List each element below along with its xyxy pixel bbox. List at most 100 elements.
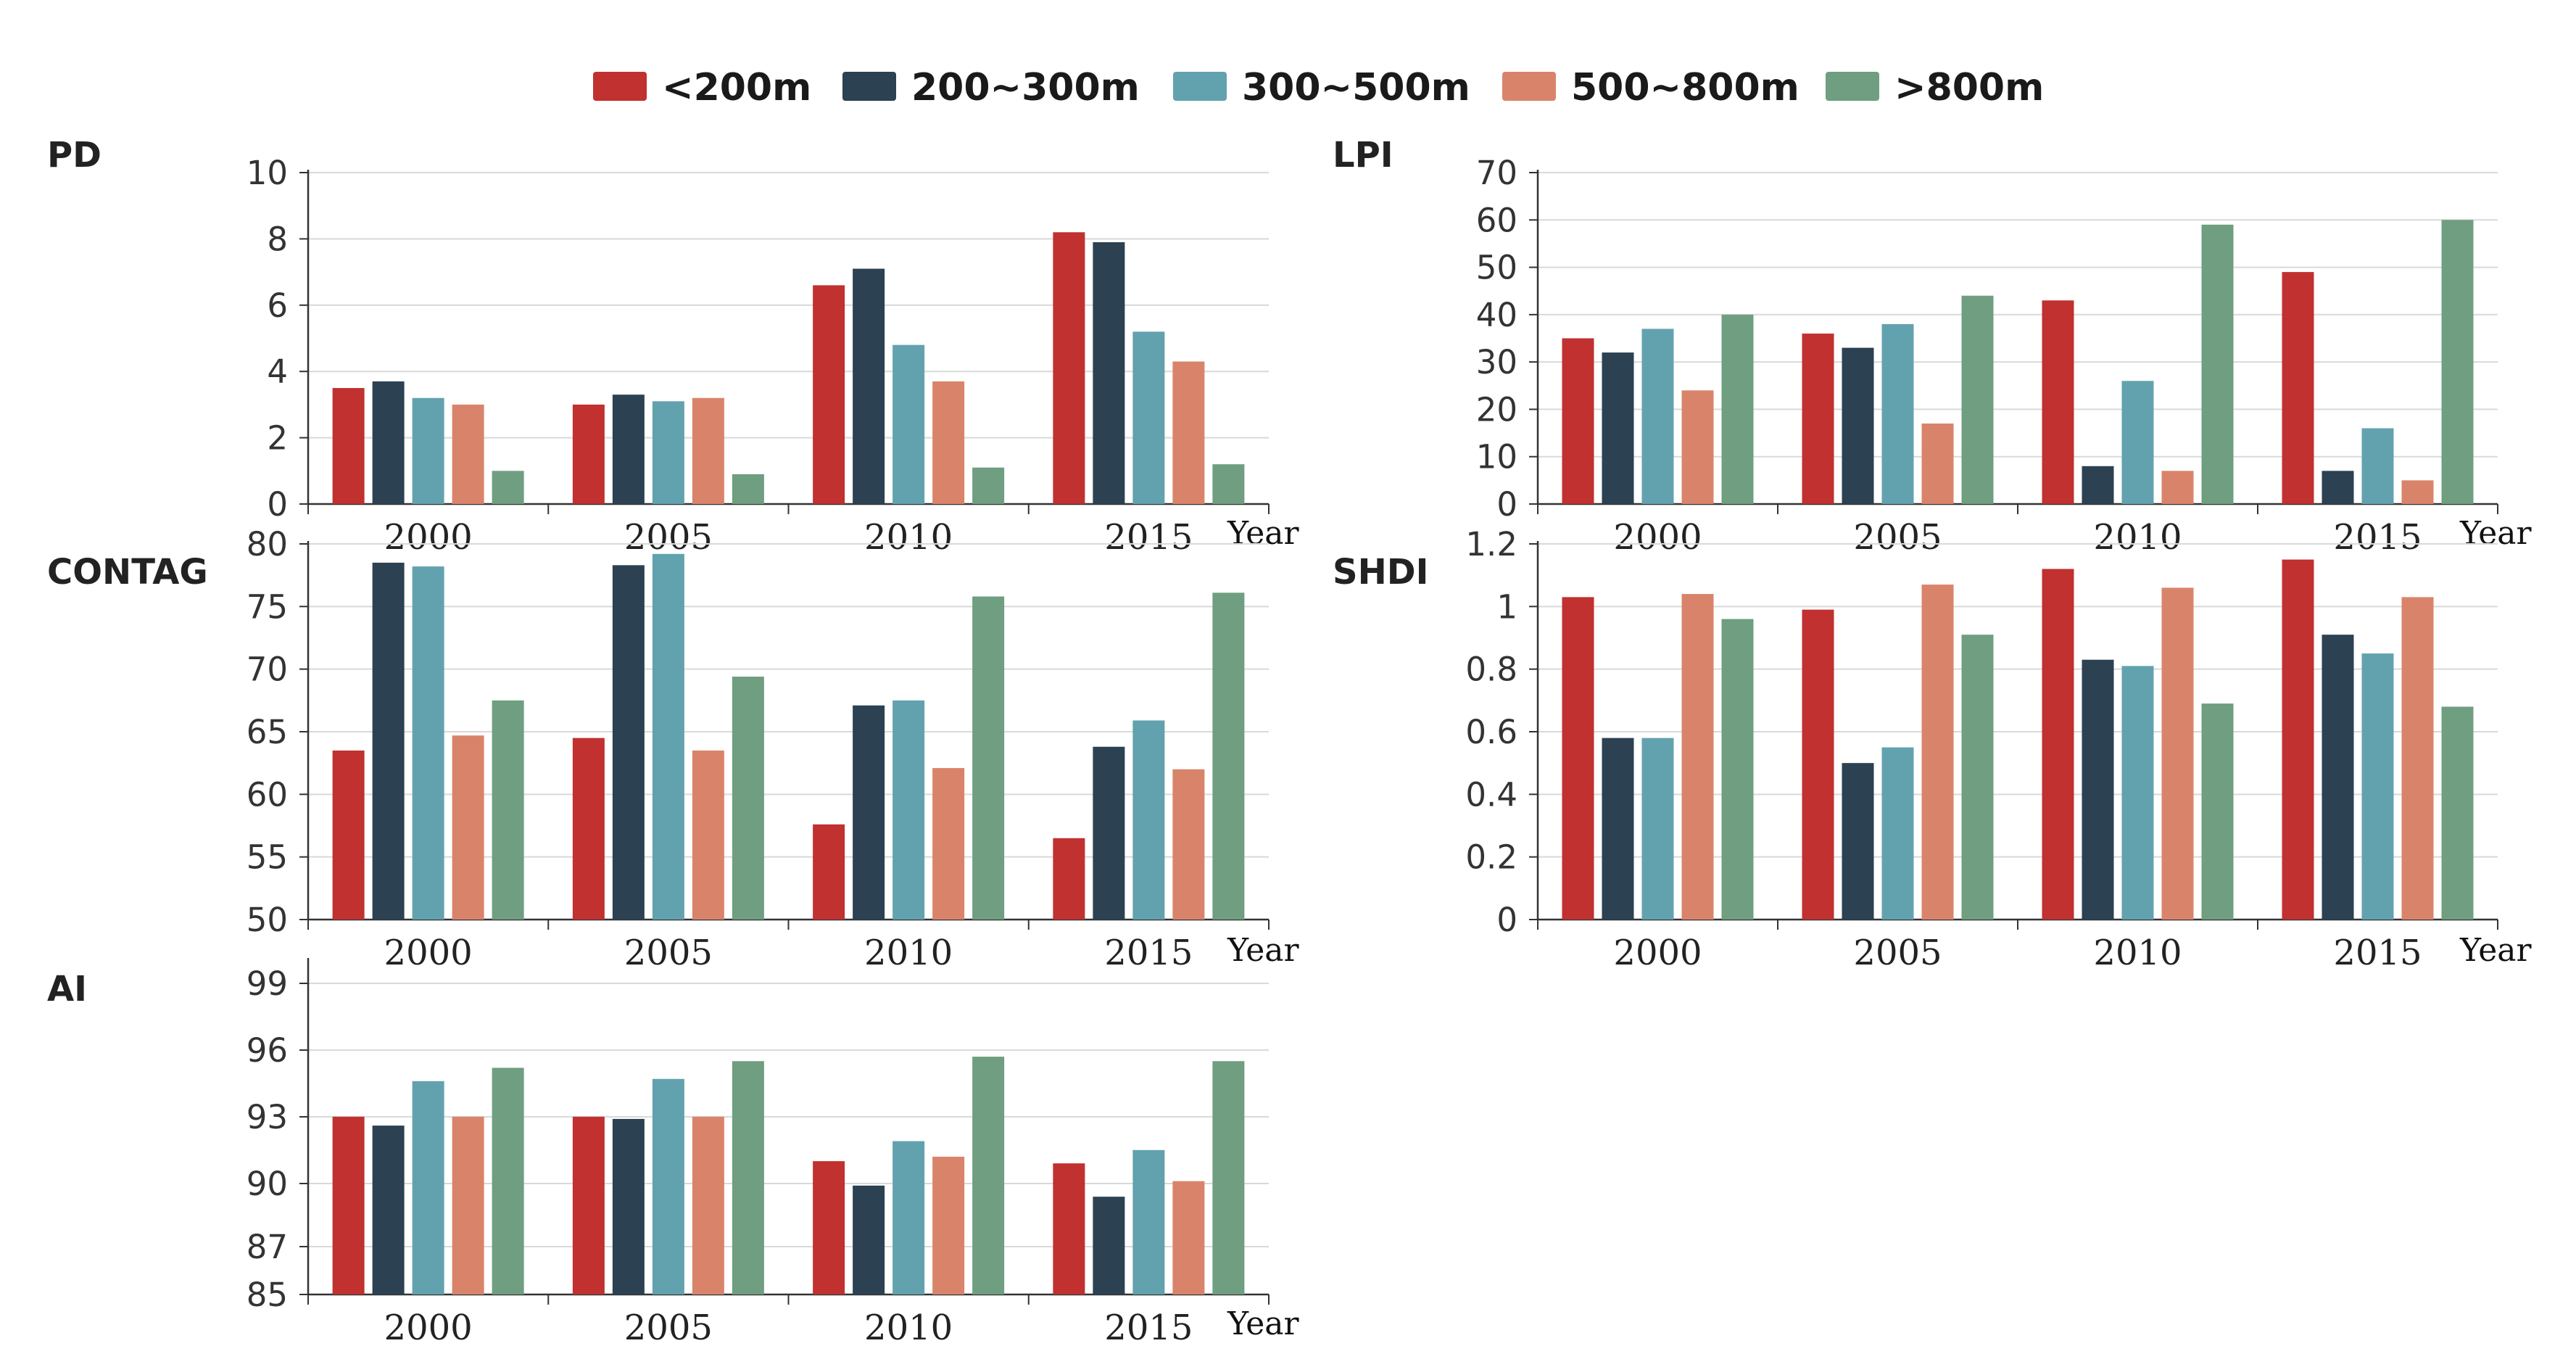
bar xyxy=(452,1116,484,1294)
bar xyxy=(372,562,405,920)
bar xyxy=(972,467,1005,504)
x-category-label: 2005 xyxy=(624,517,713,558)
bar xyxy=(1602,352,1634,504)
bar xyxy=(1132,331,1165,504)
x-axis-label: Year xyxy=(2459,932,2532,969)
y-tick-label: 0.4 xyxy=(1465,775,1517,814)
bar xyxy=(1842,347,1874,504)
y-tick-label: 8 xyxy=(267,220,288,258)
x-category-label: 2000 xyxy=(384,1308,473,1348)
y-tick-label: 99 xyxy=(247,965,288,1003)
bar xyxy=(1212,464,1245,504)
panel-title: AI xyxy=(47,969,87,1009)
bar xyxy=(1132,720,1165,920)
x-category-label: 2015 xyxy=(1104,1308,1193,1348)
bar xyxy=(652,553,684,920)
y-tick-label: 6 xyxy=(267,286,288,325)
panel-title: PD xyxy=(47,135,102,175)
x-axis-label: Year xyxy=(1227,515,1299,552)
x-category-label: 2005 xyxy=(1853,517,1942,558)
x-category-label: 2005 xyxy=(1853,933,1942,973)
legend-swatch xyxy=(842,72,896,101)
bar xyxy=(1053,232,1085,504)
bar xyxy=(2322,471,2354,504)
legend-label: >800m xyxy=(1894,66,2044,110)
bar xyxy=(1641,329,1674,504)
chart-panel-lpi: 0 10 20 30 40 50 60 70 2000 2005 2010 2015 LPI Year xyxy=(1333,135,2532,558)
y-tick-label: 20 xyxy=(1476,390,1517,429)
bar xyxy=(813,285,845,504)
bar xyxy=(2121,666,2154,920)
bar xyxy=(1921,585,1954,920)
bar xyxy=(1881,747,1914,920)
legend-label: 200~300m xyxy=(911,66,1140,110)
y-tick-label: 87 xyxy=(247,1228,288,1266)
bar xyxy=(1721,619,1754,920)
bar xyxy=(1802,609,1834,920)
bar xyxy=(332,1116,365,1294)
bar xyxy=(572,1116,605,1294)
bar xyxy=(332,750,365,920)
bar xyxy=(1093,241,1125,504)
y-tick-label: 55 xyxy=(247,838,288,877)
chart-panel-shdi: 0 0.2 0.4 0.6 0.8 1 1.2 2000 2005 2010 2015 SHDI Yea… xyxy=(1333,525,2532,973)
x-category-label: 2010 xyxy=(864,517,953,558)
x-axis-label: Year xyxy=(1227,932,1299,969)
legend: <200m 200~300m 300~500m 500~800m >800m xyxy=(593,66,2044,110)
bar xyxy=(813,1161,845,1294)
bar xyxy=(2361,428,2394,504)
bar xyxy=(1212,592,1245,920)
bar xyxy=(1961,635,1994,920)
bar xyxy=(1093,1197,1125,1294)
y-tick-label: 60 xyxy=(1476,201,1517,239)
y-tick-label: 60 xyxy=(247,775,288,814)
bar xyxy=(1093,746,1125,920)
bar xyxy=(1172,1181,1205,1294)
y-tick-label: 50 xyxy=(1476,249,1517,287)
bar xyxy=(2201,224,2234,504)
bar xyxy=(932,381,965,504)
bar xyxy=(972,596,1005,920)
bar xyxy=(1562,597,1594,920)
y-tick-label: 1 xyxy=(1496,587,1517,626)
bar xyxy=(1053,838,1085,920)
bar xyxy=(1212,1061,1245,1294)
bar xyxy=(2401,480,2434,504)
bar xyxy=(2121,381,2154,504)
bar xyxy=(2441,220,2474,504)
bar xyxy=(612,1118,645,1294)
bar xyxy=(412,397,444,504)
bar xyxy=(572,404,605,504)
y-tick-label: 0 xyxy=(267,485,288,524)
x-category-label: 2015 xyxy=(1104,517,1193,558)
panel-title: CONTAG xyxy=(47,552,208,592)
x-category-label: 2010 xyxy=(864,933,953,973)
y-tick-label: 70 xyxy=(1476,154,1517,192)
bar xyxy=(2161,587,2194,920)
bar xyxy=(2361,653,2394,920)
y-tick-label: 96 xyxy=(247,1031,288,1070)
bar xyxy=(1562,338,1594,504)
bar xyxy=(692,750,724,920)
bar xyxy=(372,1126,405,1294)
bar xyxy=(2201,703,2234,920)
bar xyxy=(572,738,605,920)
bar xyxy=(813,824,845,920)
bar xyxy=(853,1185,885,1294)
y-tick-label: 40 xyxy=(1476,296,1517,334)
bar xyxy=(893,1141,925,1294)
panel-title: LPI xyxy=(1333,135,1393,175)
x-axis-label: Year xyxy=(1227,1305,1299,1342)
bar xyxy=(1681,390,1714,504)
y-tick-label: 10 xyxy=(247,154,288,192)
legend-label: 300~500m xyxy=(1242,66,1470,110)
legend-swatch xyxy=(1502,72,1556,101)
y-tick-label: 93 xyxy=(247,1098,288,1136)
x-category-label: 2015 xyxy=(2333,933,2422,973)
bar xyxy=(492,700,524,920)
y-tick-label: 50 xyxy=(247,901,288,939)
bar xyxy=(1681,594,1714,920)
bar xyxy=(452,735,484,920)
x-category-label: 2000 xyxy=(384,517,473,558)
